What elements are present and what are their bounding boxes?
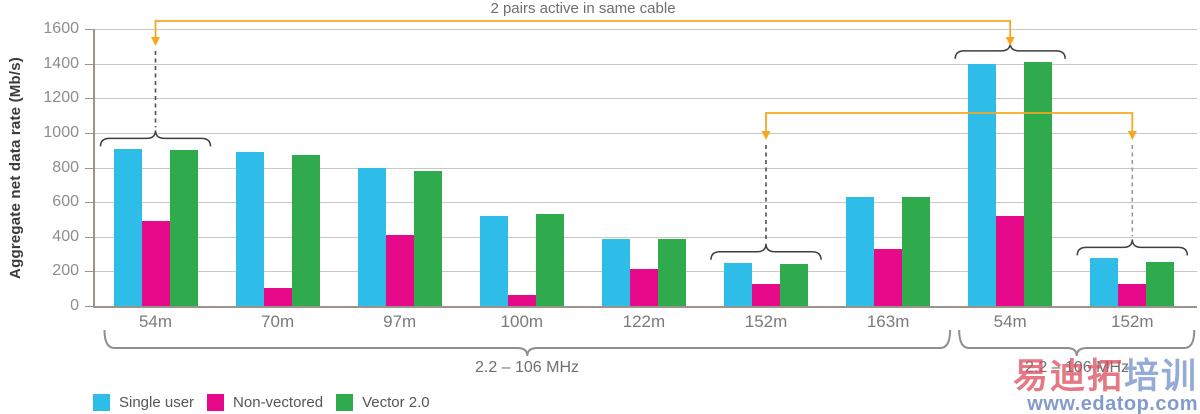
y-tick (85, 271, 93, 273)
y-tick-label: 600 (52, 193, 79, 211)
legend-item-single-user: Single user (93, 394, 194, 411)
y-tick (85, 306, 93, 307)
x-category-label: 100m (500, 312, 544, 331)
frequency-group-brace-1 (103, 329, 952, 357)
watermark-url-text: www.edatop.com (1027, 393, 1198, 414)
bar-vector-2-0-g2 (413, 171, 442, 306)
bar-single-user-g0 (113, 149, 142, 306)
bar-vector-2-0-g5 (780, 263, 808, 306)
x-category-label: 152m (744, 312, 788, 331)
x-axis-line (93, 306, 1197, 308)
y-tick-label: 200 (52, 262, 79, 280)
legend-item-non-vectored: Non-vectored (207, 394, 323, 411)
top-note-connector-arrow-left-icon (151, 37, 160, 46)
vector-2-0-swatch-icon (336, 394, 354, 411)
annotation-top-note: 2 pairs active in same cable (490, 0, 676, 17)
y-tick (85, 202, 93, 204)
bar-vector-2-0-g0 (169, 150, 198, 306)
y-tick-label: 0 (70, 297, 79, 314)
x-category-label: 163m (866, 312, 910, 331)
y-tick-label: 800 (52, 158, 79, 176)
legend: Single user Non-vectored Vector 2.0 (93, 394, 443, 411)
bar-vector-2-0-g6 (902, 196, 931, 306)
gridline (94, 236, 1197, 238)
y-tick (85, 98, 93, 100)
non-vectored-swatch-icon (207, 394, 225, 411)
brace-above-group-7 (954, 42, 1066, 59)
frequency-group-label-1: 2.2 – 106 MHz (474, 359, 580, 376)
brace-above-group-5 (710, 243, 822, 260)
legend-label: Vector 2.0 (362, 394, 430, 411)
top-note-connector-arrow-right-icon (1005, 37, 1015, 46)
y-tick (85, 63, 93, 65)
gridline (94, 202, 1197, 204)
gridline (94, 98, 1197, 100)
gridline (94, 63, 1197, 65)
bar-single-user-g8 (1090, 258, 1119, 306)
gridline (94, 132, 1197, 134)
bar-vector-2-0-g8 (1146, 261, 1175, 306)
bar-vector-2-0-g7 (1024, 61, 1053, 306)
x-category-label: 122m (622, 312, 666, 331)
x-category-label: 54m (993, 312, 1027, 331)
bar-single-user-g1 (235, 151, 264, 306)
y-tick (85, 236, 93, 238)
bar-vector-2-0-g1 (291, 155, 320, 306)
x-category-label: 70m (261, 312, 295, 331)
y-tick (85, 167, 93, 169)
legend-label: Single user (119, 394, 195, 411)
x-category-label: 152m (1111, 312, 1154, 331)
bar-non-vectored-g8 (1118, 283, 1147, 306)
x-category-label: 97m (383, 312, 417, 331)
watermark-cjk-text: 易迪拓培训 (1012, 357, 1198, 396)
bar-single-user-g3 (479, 216, 508, 306)
bar-non-vectored-g6 (874, 248, 903, 306)
y-tick-label: 1600 (43, 20, 79, 37)
y-tick-label: 400 (52, 227, 79, 245)
y-tick-label: 1200 (43, 89, 79, 107)
watermark: 易迪拓培训 www.edatop.com (1013, 359, 1198, 414)
bar-vector-2-0-g3 (535, 214, 564, 306)
bar-non-vectored-g1 (263, 287, 292, 306)
y-tick-label: 1400 (43, 54, 79, 72)
bar-non-vectored-g5 (752, 284, 780, 306)
brace-above-group-8 (1076, 239, 1189, 256)
legend-label: Non-vectored (233, 394, 324, 411)
frequency-group-label-2: 2.2 – 106 MHz (1024, 359, 1130, 376)
bar-single-user-g5 (724, 262, 752, 306)
bar-non-vectored-g3 (507, 294, 536, 306)
gridline (94, 167, 1197, 169)
y-tick-label: 1000 (43, 123, 79, 141)
bar-single-user-g6 (846, 196, 875, 306)
mid-connector (765, 112, 1134, 131)
bar-single-user-g7 (968, 63, 997, 306)
single-user-swatch-icon (93, 394, 110, 411)
x-category-label: 54m (138, 312, 173, 331)
bar-non-vectored-g2 (385, 235, 414, 306)
bar-single-user-g4 (601, 238, 630, 306)
bar-single-user-g2 (357, 167, 386, 306)
gridline (94, 29, 1197, 30)
y-tick (85, 29, 93, 30)
bar-non-vectored-g4 (629, 268, 658, 306)
y-tick (85, 132, 93, 134)
y-axis-line (93, 29, 95, 306)
bar-vector-2-0-g4 (657, 239, 686, 306)
bar-non-vectored-g7 (996, 216, 1025, 306)
bar-non-vectored-g0 (141, 221, 170, 306)
frequency-group-brace-2 (958, 329, 1196, 357)
legend-item-vector-2-0: Vector 2.0 (336, 394, 430, 411)
